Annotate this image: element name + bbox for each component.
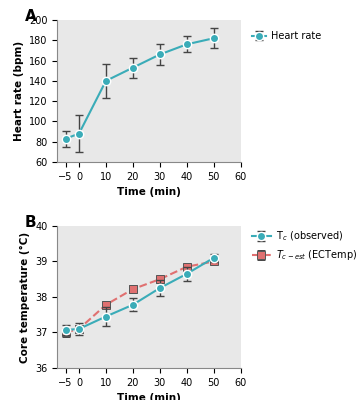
Y-axis label: Core temperature (°C): Core temperature (°C) bbox=[20, 232, 30, 362]
Text: A: A bbox=[24, 9, 36, 24]
X-axis label: Time (min): Time (min) bbox=[117, 187, 181, 197]
Legend: Heart rate: Heart rate bbox=[248, 27, 325, 45]
Legend: T$_c$ (observed), $T_{c-est}$ (ECTemp): T$_c$ (observed), $T_{c-est}$ (ECTemp) bbox=[248, 226, 359, 266]
Y-axis label: Heart rate (bpm): Heart rate (bpm) bbox=[14, 41, 24, 141]
X-axis label: Time (min): Time (min) bbox=[117, 393, 181, 400]
Text: B: B bbox=[24, 214, 36, 230]
